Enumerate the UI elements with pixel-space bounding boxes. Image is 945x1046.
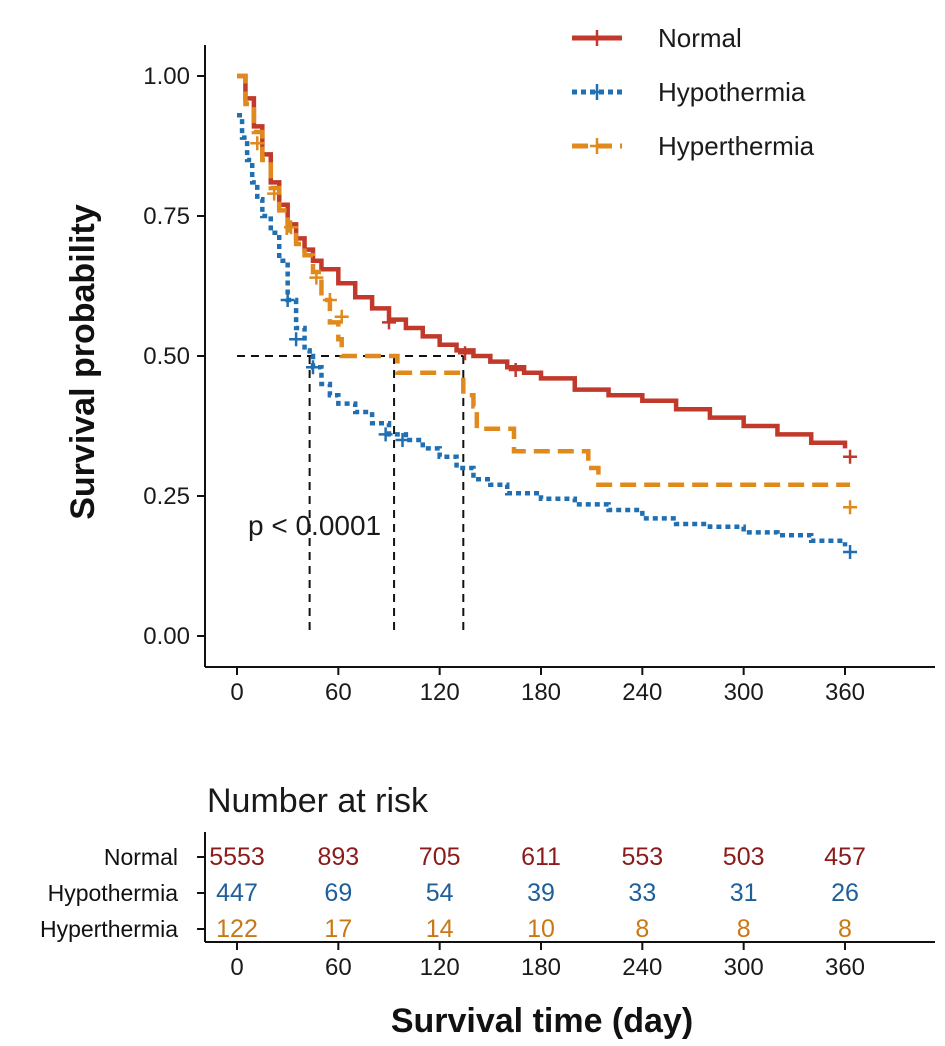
risk-value-normal: 611 (521, 843, 561, 871)
x-tick-label: 0 (230, 679, 243, 706)
risk-x-tick-label: 120 (420, 954, 460, 981)
censor-mark-hyperthermia (334, 309, 349, 324)
x-tick-group: 0 60 120 180 240 300 360 (230, 667, 865, 706)
censor-mark-normal (508, 363, 523, 377)
legend-censor-hypothermia (590, 84, 604, 100)
risk-value-normal: 457 (824, 843, 866, 871)
y-tick-label: 1.00 (143, 63, 190, 90)
censor-mark-hypothermia (289, 332, 304, 347)
median-reference-lines (237, 355, 465, 636)
risk-value-hyperthermia: 122 (216, 915, 258, 943)
censor-mark-normal (382, 315, 396, 330)
risk-value-hyperthermia: 8 (635, 915, 649, 943)
risk-value-hypothermia: 69 (324, 879, 352, 907)
risk-table-x-ticks: 0 60 120 180 240 300 360 (230, 942, 865, 981)
y-axis-title: Survival probability (64, 204, 102, 520)
risk-value-hyperthermia: 14 (426, 915, 454, 943)
risk-x-tick-label: 360 (825, 954, 865, 981)
risk-value-hyperthermia: 17 (324, 915, 352, 943)
curve-normal (237, 73, 848, 449)
censor-mark-normal (458, 346, 472, 361)
risk-value-normal: 5553 (209, 843, 265, 871)
x-tick-label: 240 (622, 679, 662, 706)
censor-mark-normal (843, 449, 858, 464)
risk-value-normal: 503 (723, 843, 765, 871)
risk-x-tick-label: 300 (724, 954, 764, 981)
legend: Normal Hypothermia Hyperthermia (572, 23, 815, 161)
risk-table-title: Number at risk (207, 782, 429, 820)
censor-mark-hypothermia (843, 545, 858, 559)
risk-value-hypothermia: 31 (730, 879, 758, 907)
risk-x-tick-label: 240 (622, 954, 662, 981)
x-axis-title: Survival time (day) (391, 1002, 693, 1040)
risk-value-hyperthermia: 8 (838, 915, 852, 943)
risk-value-normal: 893 (317, 843, 359, 871)
p-value-label: p < 0.0001 (248, 510, 381, 541)
censor-mark-hyperthermia (843, 500, 858, 515)
censor-mark-hyperthermia (309, 270, 324, 285)
risk-row-label-hypothermia: Hypothermia (48, 880, 179, 906)
legend-censor-normal (590, 30, 604, 46)
risk-value-hyperthermia: 10 (527, 915, 555, 943)
x-tick-label: 120 (420, 679, 460, 706)
censor-mark-hypothermia (395, 433, 410, 447)
risk-value-hypothermia: 54 (426, 879, 454, 907)
legend-censor-hyperthermia (590, 138, 604, 154)
censor-mark-hyperthermia (267, 186, 282, 201)
legend-label-hypothermia: Hypothermia (658, 77, 806, 107)
curve-hypothermia (237, 112, 848, 547)
risk-x-tick-label: 60 (325, 954, 352, 981)
risk-value-hyperthermia: 8 (737, 915, 751, 943)
risk-value-hypothermia: 26 (831, 879, 859, 907)
risk-value-hypothermia: 39 (527, 879, 555, 907)
risk-value-normal: 553 (621, 843, 663, 871)
x-tick-label: 360 (825, 679, 865, 706)
survival-curves (237, 73, 858, 559)
censor-mark-hyperthermia (250, 136, 265, 151)
risk-row-label-normal: Normal (104, 844, 178, 870)
y-tick-label: 0.50 (143, 343, 190, 370)
curve-hyperthermia (237, 73, 851, 488)
risk-x-tick-label: 180 (521, 954, 561, 981)
y-tick-label: 0.25 (143, 483, 190, 510)
legend-label-normal: Normal (658, 23, 742, 53)
censor-mark-hypothermia (378, 427, 393, 442)
censor-mark-hyperthermia (284, 220, 299, 235)
censor-mark-hypothermia (306, 360, 320, 375)
risk-value-hypothermia: 447 (216, 879, 258, 907)
x-tick-label: 60 (325, 679, 352, 706)
risk-value-normal: 705 (419, 843, 461, 871)
x-tick-label: 300 (724, 679, 764, 706)
y-tick-group: 0.00 0.25 0.50 0.75 1.00 (143, 63, 205, 650)
censor-mark-hypothermia (280, 293, 295, 307)
censor-mark-hyperthermia (322, 293, 337, 307)
risk-value-hypothermia: 33 (628, 879, 656, 907)
risk-x-tick-label: 0 (230, 954, 243, 981)
risk-row-label-hyperthermia: Hyperthermia (40, 916, 178, 942)
y-tick-label: 0.00 (143, 623, 190, 650)
y-tick-label: 0.75 (143, 203, 190, 230)
legend-label-hyperthermia: Hyperthermia (658, 131, 815, 161)
x-tick-label: 180 (521, 679, 561, 706)
risk-table: Normal 5553 893 705 611 553 503 457 Hypothermia 4… (40, 843, 866, 943)
